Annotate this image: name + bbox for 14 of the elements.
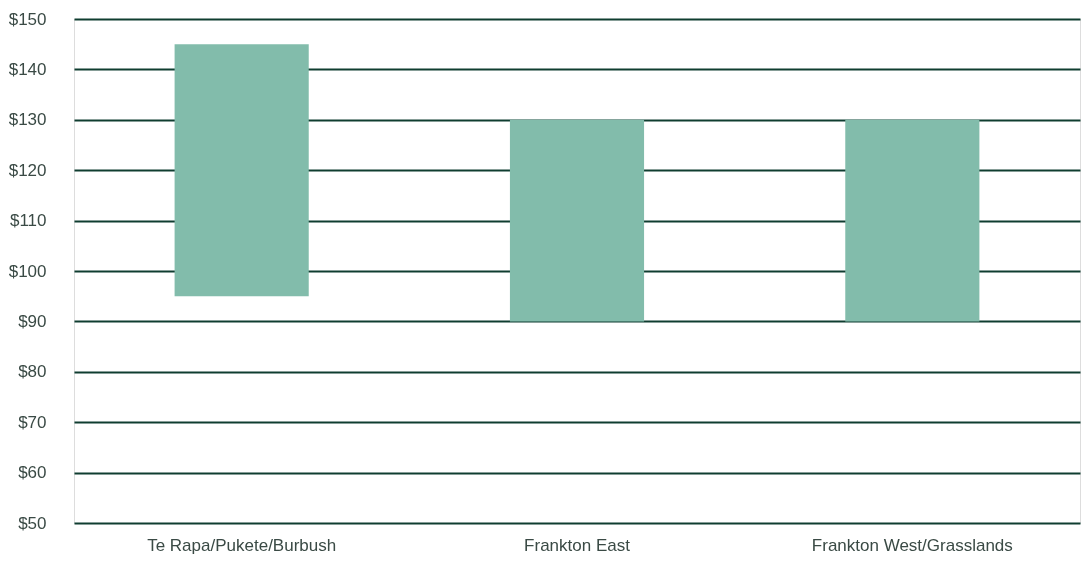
y-tick-label: $50 — [18, 513, 47, 533]
y-tick-label: $70 — [18, 412, 47, 432]
y-tick-label: $120 — [8, 160, 47, 180]
y-tick-label: $80 — [18, 362, 47, 382]
y-tick-label: $100 — [8, 261, 47, 281]
x-tick-label: Frankton East — [524, 535, 631, 555]
x-tick-label: Frankton West/Grasslands — [811, 535, 1013, 555]
y-tick-label: $60 — [18, 463, 47, 483]
y-tick-label: $110 — [9, 211, 47, 231]
y-tick-label: $150 — [8, 9, 47, 29]
x-tick-label: Te Rapa/Pukete/Burbush — [147, 535, 337, 555]
y-tick-label: $140 — [8, 59, 47, 79]
y-tick-label: $90 — [18, 311, 47, 331]
y-tick-label: $130 — [8, 110, 47, 130]
